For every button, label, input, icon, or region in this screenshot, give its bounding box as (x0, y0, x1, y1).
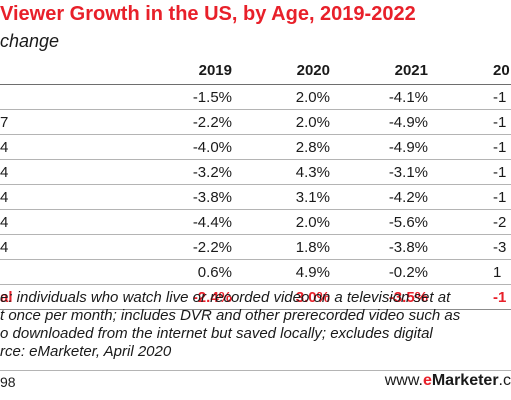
row-label-cell: 4 (0, 213, 9, 231)
value-cell: 3.0% (295, 288, 330, 306)
value-cell: 2.8% (295, 138, 330, 156)
value-cell: -1 (493, 138, 507, 156)
value-cell: -4.0% (192, 138, 232, 156)
row-label-cell: 4 (0, 238, 9, 256)
value-cell: 2.0% (295, 88, 330, 106)
column-header-2020: 2020 (296, 61, 330, 79)
value-cell: -4.9% (388, 113, 428, 131)
value-cell: -5.6% (388, 213, 428, 231)
value-cell: -3 (493, 238, 507, 256)
chart-subtitle: change (0, 31, 60, 51)
value-cell: -4.9% (388, 138, 428, 156)
table-row: 0.6% 4.9% -0.2% 1 (0, 260, 511, 285)
table-total-row: al -2.4% 3.0% -3.5% -1 (0, 285, 511, 310)
value-cell: -1 (493, 288, 507, 306)
value-cell: 4.3% (295, 163, 330, 181)
note-line: e: individuals who watch live or recorde… (0, 289, 451, 306)
chart-id: 98 (0, 374, 16, 390)
value-cell: 3.1% (295, 188, 330, 206)
value-cell: -2.2% (192, 238, 232, 256)
value-cell: -1 (493, 163, 507, 181)
value-cell: 1 (493, 263, 502, 281)
brand-url[interactable]: www.eMarketer.c (385, 372, 511, 390)
brand-e: e (422, 372, 432, 389)
data-table: 2019 2020 2021 20 -1.5% 2.0% -4.1% -1 7 -2.2%… (0, 56, 511, 310)
value-cell: -3.5% (388, 288, 428, 306)
table-row: 4 -4.0% 2.8% -4.9% -1 (0, 135, 511, 160)
value-cell: -0.2% (388, 263, 428, 281)
row-label-cell: 4 (0, 188, 9, 206)
brand-suffix: .c (498, 372, 511, 389)
value-cell: 2.0% (295, 113, 330, 131)
table-header-row: 2019 2020 2021 20 (0, 56, 511, 85)
column-header-2019: 2019 (198, 61, 232, 79)
value-cell: -3.8% (388, 238, 428, 256)
table-row: 4 -4.4% 2.0% -5.6% -2 (0, 210, 511, 235)
table-row: 4 -2.2% 1.8% -3.8% -3 (0, 235, 511, 260)
note-line: t once per month; includes DVR and other… (0, 307, 461, 324)
row-label-cell: 4 (0, 138, 9, 156)
value-cell: -1.5% (192, 88, 232, 106)
table-row: 7 -2.2% 2.0% -4.9% -1 (0, 110, 511, 135)
table-row: -1.5% 2.0% -4.1% -1 (0, 85, 511, 110)
footer-divider (0, 370, 511, 371)
value-cell: -4.2% (388, 188, 428, 206)
brand-prefix: www. (384, 372, 423, 389)
value-cell: -4.4% (192, 213, 232, 231)
value-cell: 0.6% (197, 263, 232, 281)
value-cell: -3.8% (192, 188, 232, 206)
note-line: o downloaded from the internet but saved… (0, 325, 433, 342)
value-cell: -4.1% (388, 88, 428, 106)
chart-title: Viewer Growth in the US, by Age, 2019-20… (0, 3, 416, 25)
source-line: rce: eMarketer, April 2020 (0, 343, 172, 360)
row-label-cell: 7 (0, 113, 9, 131)
table-body: -1.5% 2.0% -4.1% -1 7 -2.2% 2.0% -4.9% -1 4 -4.0% 2… (0, 85, 511, 310)
value-cell: 1.8% (295, 238, 330, 256)
row-label-cell: al (0, 288, 13, 306)
chart-notes: e: individuals who watch live or recorde… (0, 289, 511, 361)
row-label-cell: 4 (0, 163, 9, 181)
value-cell: -2.2% (192, 113, 232, 131)
value-cell: -3.2% (192, 163, 232, 181)
value-cell: -1 (493, 113, 507, 131)
value-cell: -1 (493, 188, 507, 206)
brand-name: Marketer (431, 372, 499, 389)
column-header-2021: 2021 (394, 61, 428, 79)
value-cell: -2.4% (192, 288, 232, 306)
value-cell: -2 (493, 213, 507, 231)
value-cell: -1 (493, 88, 507, 106)
table-row: 4 -3.8% 3.1% -4.2% -1 (0, 185, 511, 210)
value-cell: 2.0% (295, 213, 330, 231)
value-cell: 4.9% (295, 263, 330, 281)
column-header-2022: 20 (493, 61, 510, 79)
table-row: 4 -3.2% 4.3% -3.1% -1 (0, 160, 511, 185)
value-cell: -3.1% (388, 163, 428, 181)
